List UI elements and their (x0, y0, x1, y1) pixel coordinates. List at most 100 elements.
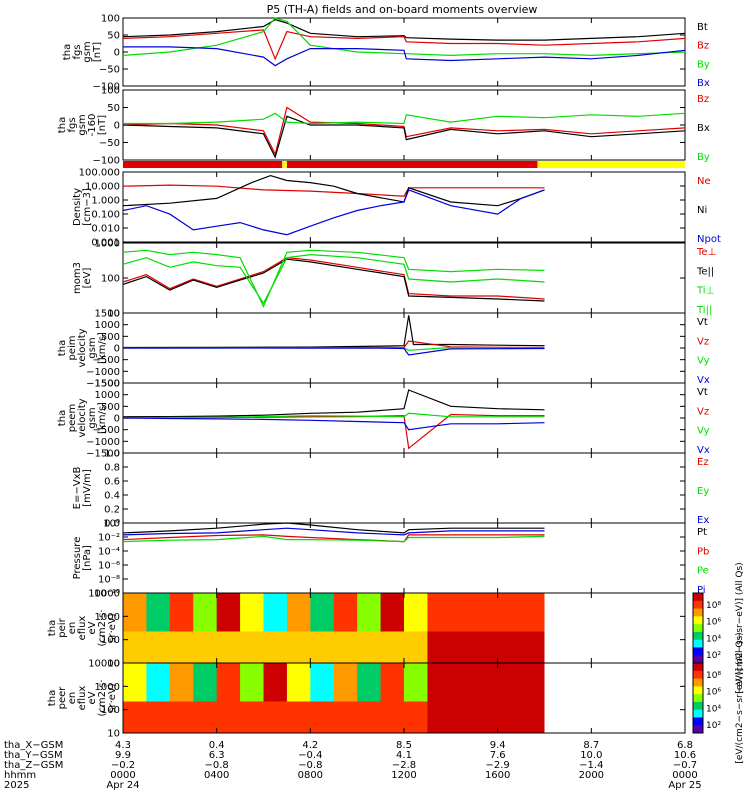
legend-entry: Te|| (696, 266, 714, 277)
heatmap-cell (263, 593, 288, 632)
y-tick-label: 10 (107, 729, 120, 740)
series-line-Bx (123, 46, 686, 67)
y-axis-label-line: [eV] (82, 268, 93, 289)
y-axis-label-line: gsm (87, 407, 98, 428)
y-tick-label: 100 (101, 14, 120, 25)
y-axis-label: thafgsgsm[nT] (62, 41, 103, 62)
y-axis-label-line: [nPa] (82, 545, 93, 571)
x-row-label: 2025 (4, 780, 29, 791)
x-tick-value: −0.8 (298, 760, 322, 771)
y-tick-label: −1000 (86, 437, 120, 448)
heatmap-cell (169, 593, 194, 632)
x-tick-value: 1200 (391, 770, 416, 781)
y-tick-label: 10⁻⁴ (98, 547, 120, 558)
heatmap-cell (216, 663, 241, 702)
legend-entry: Pe (697, 566, 709, 577)
y-tick-label: 1500 (95, 379, 120, 390)
series-line-Vx (123, 347, 545, 356)
panel-temperature: 1000 100 10 mom3[eV] Te⊥ Te|| Ti⊥ Ti|| (72, 239, 716, 320)
y-axis-label-line: [cm−3] (82, 188, 93, 226)
series-line-By (123, 112, 686, 125)
y-axis-label-line: eV (87, 621, 98, 634)
series-line-Pi (122, 527, 545, 536)
y-axis-label-line: peer (57, 686, 68, 710)
heatmap-cell (357, 663, 382, 702)
y-tick-label: 10⁻¹⁰ (94, 589, 120, 600)
colorbar-band (693, 631, 703, 641)
panel-peer-eflux: 10000 1000 100 10 thapeerenefluxeV(cm2·s·sr·… (47, 659, 686, 740)
y-tick-label: 10⁰ (103, 519, 120, 530)
heatmap-cell (380, 631, 405, 663)
y-axis-label: E=−VxB[mV/m] (72, 467, 93, 510)
heatmap-cell (310, 631, 335, 663)
y-axis-label-line: E=−VxB (72, 467, 83, 510)
heatmap-cell (497, 701, 522, 733)
y-tick-label: 100 (101, 635, 120, 646)
heatmap-cell (123, 663, 147, 702)
y-axis-label-line: [nT] (92, 42, 103, 62)
heatmap-cell (240, 593, 264, 632)
colorbar-band (693, 709, 703, 718)
colorbar-band (693, 725, 703, 734)
y-axis-label: thapeimvelocitygsm[km/s] (57, 328, 108, 367)
y-axis-label-line: gsm (82, 41, 93, 62)
series-line-Vt (122, 315, 545, 349)
heatmap-nodata (544, 663, 685, 733)
y-axis-label-line: tha (57, 117, 68, 133)
y-tick-label: −50 (99, 138, 120, 149)
y-axis-label-line: eflux (77, 686, 88, 711)
y-tick-label: 100 (101, 86, 120, 97)
y-tick-label: −500 (93, 355, 120, 366)
heatmap-cell (357, 701, 382, 733)
heatmap-cell (380, 593, 405, 632)
y-tick-label: −50 (99, 65, 120, 76)
legend-entry: Ni (697, 205, 707, 216)
x-tick-value: −0.4 (298, 750, 322, 761)
legend-entry: Ti⊥ (696, 286, 714, 297)
y-tick-label: −1500 (86, 379, 120, 390)
series-line-Vx (122, 417, 545, 431)
y-tick-label: 0 (114, 121, 120, 132)
legend-entry: Vt (697, 387, 708, 398)
legend-entry: Ex (697, 515, 709, 526)
x-row-label: tha_Y−GSM (4, 750, 63, 761)
heatmap-cell (521, 663, 545, 702)
heatmap-cell (380, 663, 405, 702)
heatmap-cell (286, 631, 311, 663)
colorbar-band (693, 694, 703, 703)
x-tick-value: 0400 (204, 770, 229, 781)
y-axis-label-line: peem (67, 404, 78, 432)
series-line-Pe (122, 535, 545, 543)
heatmap-cell (521, 631, 545, 663)
series-line-Bz (122, 106, 686, 156)
y-axis-label-line: [nT] (97, 115, 108, 135)
panel-peim-velocity: 150010005000−500−1000−1500thapeimvelocit… (57, 309, 710, 390)
heatmap-cell (193, 631, 218, 663)
y-axis-label-line: [km/s] (97, 402, 108, 434)
x-tick-value: −2.9 (486, 760, 510, 771)
colorbar-band (693, 593, 703, 602)
x-tick-value: 6.3 (209, 750, 225, 761)
x-tick-value: 7.6 (490, 750, 506, 761)
colorbar-band (693, 616, 703, 625)
legend-entry: Vy (697, 426, 710, 437)
colorbar-tick-label: 10⁶ (706, 618, 721, 628)
y-tick-label: −100 (93, 82, 120, 93)
y-tick-label: −1000 (86, 367, 120, 378)
y-axis-label-line: tha (47, 620, 58, 636)
y-axis-label: thapeerenefluxeV(cm2·s·sr·eV) (47, 679, 118, 716)
figure-title: P5 (TH-A) fields and on-board moments ov… (267, 3, 538, 16)
x-tick-value: 9.9 (115, 750, 131, 761)
y-tick-label: 1.000 (91, 196, 120, 207)
colorbar-band (693, 647, 703, 656)
series-line-By (122, 17, 686, 57)
x-tick-value: 8.5 (396, 740, 412, 751)
y-tick-label: 1000 (95, 682, 120, 693)
heatmap-cell (146, 663, 171, 702)
heatmap-cell (404, 593, 428, 632)
series-line-Ti|| (122, 249, 545, 308)
y-tick-label: 1000 (95, 320, 120, 331)
y-axis-label-line: tha (62, 44, 73, 60)
y-tick-label: −1500 (86, 449, 120, 460)
mode-bar-segment (537, 161, 685, 168)
